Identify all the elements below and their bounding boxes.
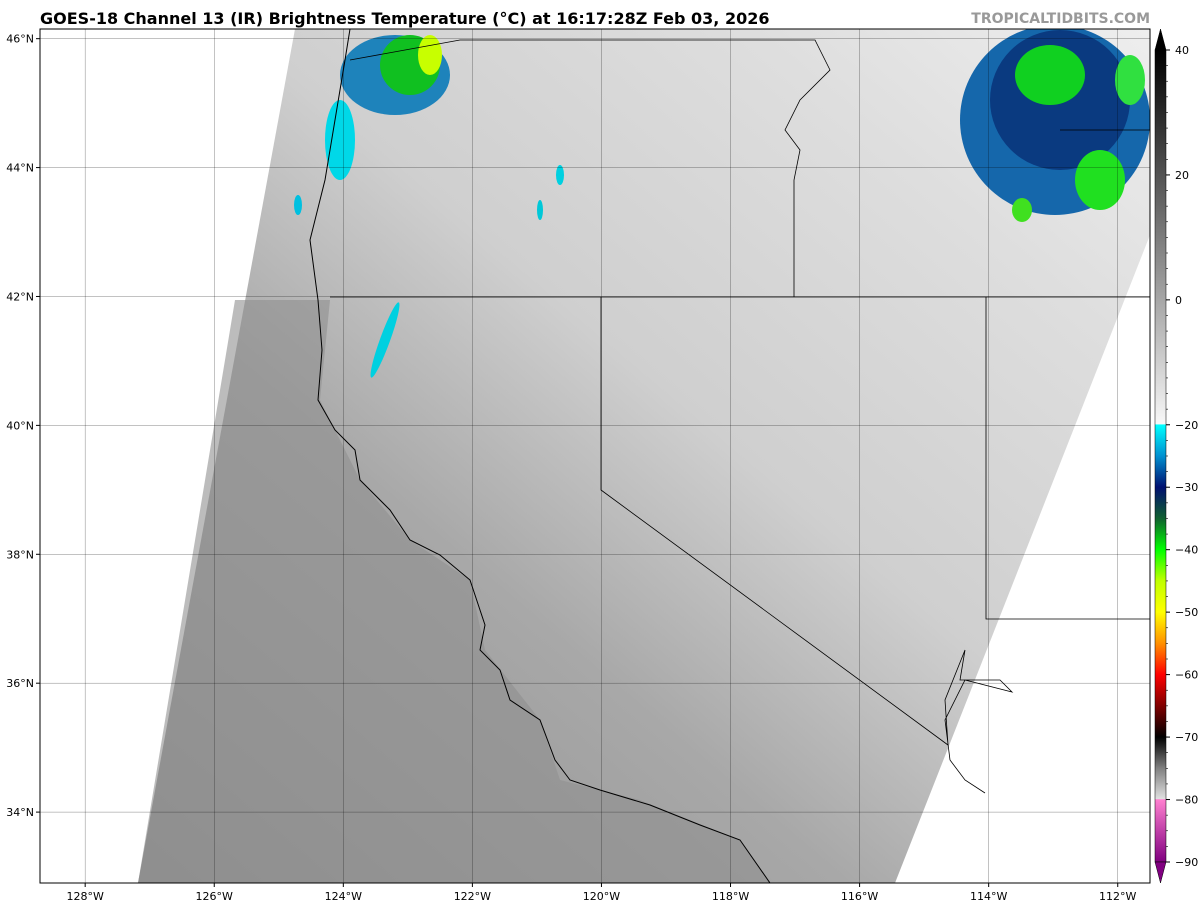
lon-tick-label: 126°W <box>196 890 233 903</box>
lon-tick-label: 112°W <box>1099 890 1136 903</box>
ocean-dark-region <box>138 300 770 883</box>
colorbar-tick-label: −20 <box>1175 419 1198 432</box>
colorbar-bar <box>1154 49 1167 863</box>
colorbar-tick-label: 20 <box>1175 169 1189 182</box>
lat-tick-label: 36°N <box>6 677 34 690</box>
lon-tick-label: 124°W <box>325 890 362 903</box>
colorbar-extend-top <box>1154 28 1167 51</box>
state-borders <box>349 39 831 297</box>
colorbar: 40 20 0 −20 −30 −40 −50 −60 −70 −80 −90 <box>1154 28 1198 884</box>
lon-tick-label: 116°W <box>841 890 878 903</box>
lat-tick-label: 42°N <box>6 290 34 303</box>
state-borders <box>600 297 949 746</box>
colorbar-tick-label: 40 <box>1175 44 1189 57</box>
colorbar-extend-bottom <box>1154 861 1167 884</box>
lon-tick-label: 114°W <box>970 890 1007 903</box>
graticule <box>40 29 1150 883</box>
colorbar-tick-label: −30 <box>1175 481 1198 494</box>
lon-tick-label: 120°W <box>583 890 620 903</box>
map-title: GOES-18 Channel 13 (IR) Brightness Tempe… <box>40 9 770 28</box>
lat-tick-label: 34°N <box>6 806 34 819</box>
lon-tick-label: 122°W <box>454 890 491 903</box>
colorbar-tick-label: −50 <box>1175 606 1198 619</box>
colorbar-tick-label: 0 <box>1175 294 1182 307</box>
state-borders <box>944 649 1014 794</box>
plot-frame <box>39 28 1151 884</box>
lat-tick-label: 40°N <box>6 419 34 432</box>
lat-tick-label: 46°N <box>6 33 34 46</box>
colorbar-tick-label: −70 <box>1175 731 1198 744</box>
colorbar-tick-label: −60 <box>1175 669 1198 682</box>
lon-tick-label: 118°W <box>712 890 749 903</box>
colorbar-tick-label: −80 <box>1175 794 1198 807</box>
lon-tick-label: 128°W <box>66 890 103 903</box>
lat-tick-label: 38°N <box>6 548 34 561</box>
lat-tick-label: 44°N <box>6 162 34 175</box>
colorbar-tick-label: −90 <box>1175 856 1198 869</box>
watermark: TROPICALTIDBITS.COM <box>971 11 1150 27</box>
colorbar-tick-label: −40 <box>1175 544 1198 557</box>
coastline <box>309 29 771 883</box>
state-borders <box>985 297 1150 620</box>
cloud-tops <box>294 29 1150 378</box>
